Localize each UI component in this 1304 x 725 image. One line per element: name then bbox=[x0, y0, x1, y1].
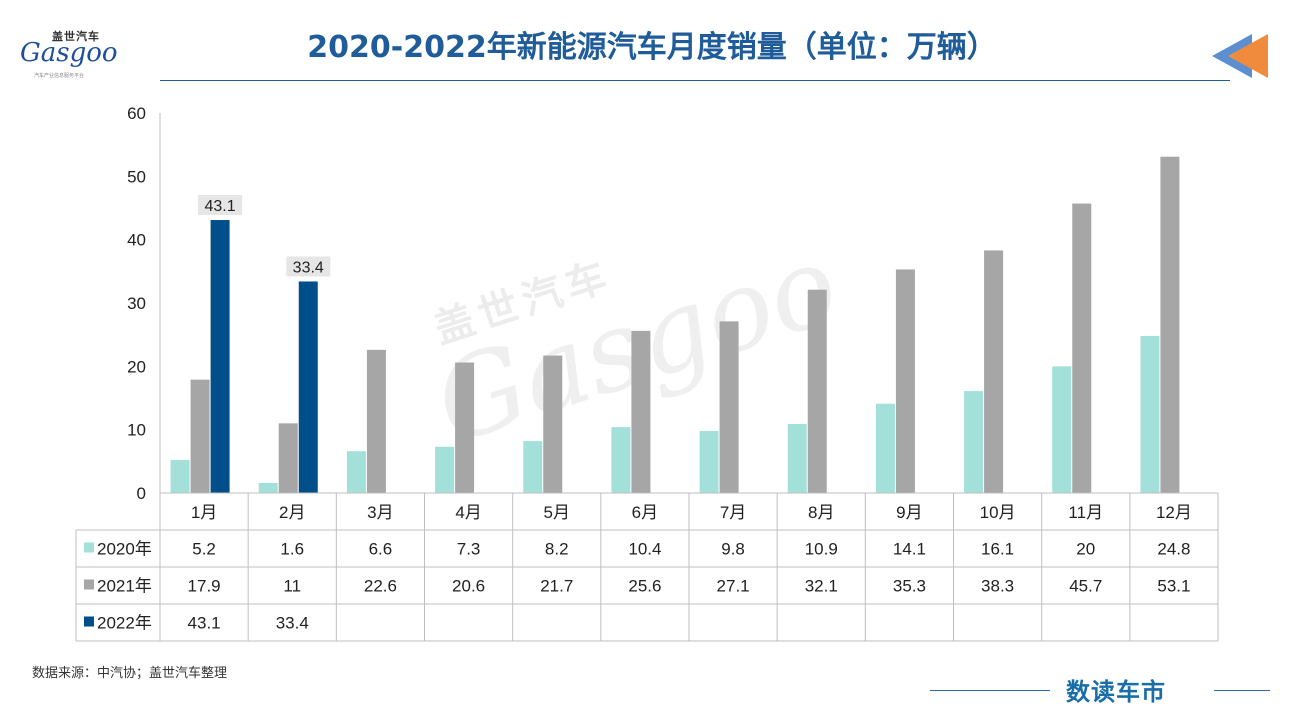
data-label: 33.4 bbox=[293, 259, 324, 276]
legend-label: 2022年 bbox=[97, 614, 152, 633]
x-tick-label: 7月 bbox=[720, 503, 746, 522]
bar-1 bbox=[1140, 335, 1160, 493]
bar-2 bbox=[543, 355, 563, 493]
y-tick-label: 20 bbox=[127, 357, 146, 376]
legend-label: 2021年 bbox=[97, 577, 152, 596]
y-tick-label: 60 bbox=[127, 104, 146, 123]
bar-2 bbox=[719, 321, 739, 493]
bar-2 bbox=[1072, 203, 1092, 494]
page-title: 2020-2022年新能源汽车月度销量（单位：万辆） bbox=[307, 30, 997, 65]
data-source-note: 数据来源：中汽协；盖世汽车整理 bbox=[32, 666, 228, 681]
bar-1 bbox=[523, 441, 543, 493]
y-tick-label: 0 bbox=[137, 484, 146, 503]
table-cell: 33.4 bbox=[276, 614, 309, 633]
x-tick-label: 9月 bbox=[896, 503, 922, 522]
bar-1 bbox=[258, 482, 278, 493]
bar-2 bbox=[807, 289, 827, 493]
bar-2 bbox=[366, 349, 386, 493]
bar-2 bbox=[278, 423, 298, 493]
gasgoo-logo: 盖世汽车 Gasgoo 汽车产业信息服务平台 bbox=[14, 28, 134, 88]
table-cell: 20 bbox=[1076, 540, 1095, 559]
table-cell: 5.2 bbox=[192, 540, 216, 559]
table-cell: 10.4 bbox=[628, 540, 661, 559]
brand-label: 数读车市 bbox=[1066, 678, 1166, 706]
table-cell: 27.1 bbox=[717, 577, 750, 596]
bar-3 bbox=[298, 281, 318, 493]
brand-divider-left bbox=[930, 690, 1050, 691]
x-tick-label: 3月 bbox=[367, 503, 393, 522]
bar-3 bbox=[210, 220, 230, 494]
table-cell: 43.1 bbox=[188, 614, 221, 633]
table-cell: 17.9 bbox=[188, 577, 221, 596]
bar-1 bbox=[787, 423, 807, 493]
table-cell: 16.1 bbox=[981, 540, 1014, 559]
y-tick-label: 50 bbox=[127, 167, 146, 186]
table-cell: 10.9 bbox=[805, 540, 838, 559]
table-cell: 35.3 bbox=[893, 577, 926, 596]
legend-label: 2020年 bbox=[97, 540, 152, 559]
table-cell: 1.6 bbox=[280, 540, 304, 559]
legend-swatch bbox=[84, 579, 94, 590]
data-label-bg bbox=[286, 256, 331, 277]
x-tick-label: 5月 bbox=[544, 503, 570, 522]
data-label: 43.1 bbox=[205, 198, 236, 215]
table-cell: 24.8 bbox=[1157, 540, 1190, 559]
brand-divider-right bbox=[1214, 690, 1270, 691]
data-label-bg bbox=[198, 195, 243, 216]
legend-swatch bbox=[84, 616, 94, 627]
y-tick-label: 10 bbox=[127, 421, 146, 440]
bar-1 bbox=[435, 446, 455, 493]
table-cell: 53.1 bbox=[1157, 577, 1190, 596]
table-cell: 9.8 bbox=[721, 540, 745, 559]
x-tick-label: 6月 bbox=[632, 503, 658, 522]
x-tick-label: 8月 bbox=[808, 503, 834, 522]
bar-1 bbox=[964, 391, 984, 493]
x-tick-label: 11月 bbox=[1068, 503, 1103, 522]
x-tick-label: 1月 bbox=[191, 503, 217, 522]
bar-1 bbox=[170, 460, 190, 493]
table-cell: 25.6 bbox=[628, 577, 661, 596]
bar-2 bbox=[190, 379, 210, 493]
table-cell: 14.1 bbox=[893, 540, 926, 559]
back-arrow-icon[interactable] bbox=[1212, 34, 1270, 78]
bar-1 bbox=[875, 403, 895, 493]
table-cell: 32.1 bbox=[805, 577, 838, 596]
logo-sub-text: 汽车产业信息服务平台 bbox=[34, 73, 85, 79]
bar-1 bbox=[1052, 366, 1072, 493]
bar-2 bbox=[984, 250, 1004, 493]
bar-1 bbox=[346, 451, 366, 493]
table-cell: 20.6 bbox=[452, 577, 485, 596]
x-tick-label: 4月 bbox=[455, 503, 481, 522]
logo-cn-text: 盖世汽车 bbox=[52, 30, 100, 43]
title-divider bbox=[160, 80, 1230, 81]
legend-swatch bbox=[84, 542, 94, 553]
table-cell: 22.6 bbox=[364, 577, 397, 596]
x-tick-label: 12月 bbox=[1156, 503, 1192, 522]
bar-2 bbox=[631, 330, 651, 493]
y-tick-label: 40 bbox=[127, 231, 146, 250]
x-tick-label: 10月 bbox=[980, 503, 1016, 522]
bar-1 bbox=[699, 430, 719, 493]
x-tick-label: 2月 bbox=[279, 503, 305, 522]
table-cell: 6.6 bbox=[369, 540, 393, 559]
table-cell: 45.7 bbox=[1069, 577, 1102, 596]
table-cell: 38.3 bbox=[981, 577, 1014, 596]
table-cell: 21.7 bbox=[540, 577, 573, 596]
bar-2 bbox=[1160, 156, 1180, 493]
table-cell: 8.2 bbox=[545, 540, 569, 559]
bar-1 bbox=[611, 427, 631, 493]
bar-2 bbox=[455, 362, 475, 493]
logo-en-text: Gasgoo bbox=[20, 38, 118, 68]
bar-2 bbox=[895, 269, 915, 493]
y-tick-label: 30 bbox=[127, 294, 146, 313]
table-cell: 11 bbox=[283, 577, 301, 596]
table-cell: 7.3 bbox=[457, 540, 481, 559]
